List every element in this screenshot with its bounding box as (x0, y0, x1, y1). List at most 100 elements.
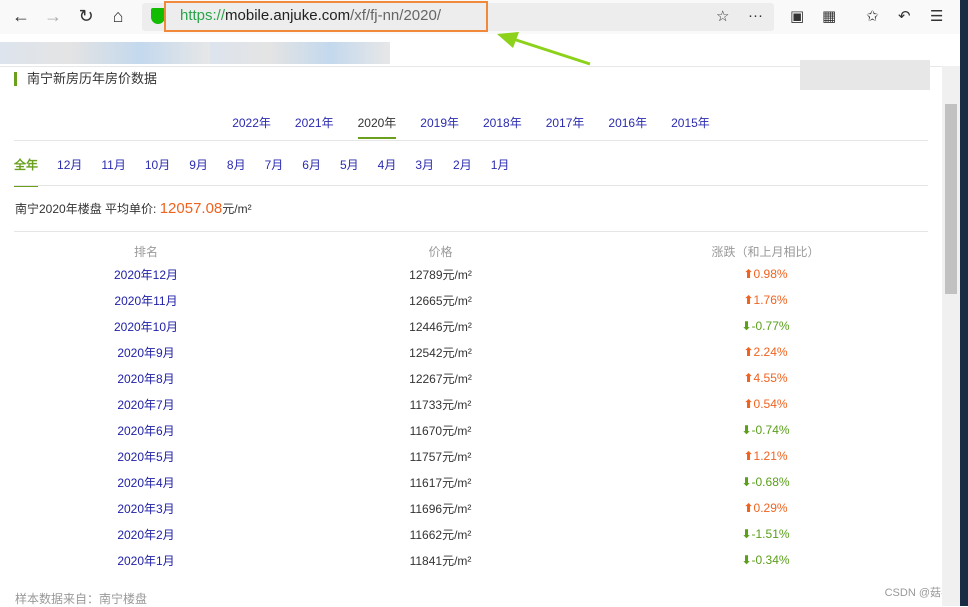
tab-month[interactable]: 1月 (490, 158, 510, 172)
table-row: 2020年7月 11733元/m² ⬆0.54% (14, 391, 928, 417)
month-link[interactable]: 2020年11月 (114, 293, 178, 308)
month-link[interactable]: 2020年1月 (117, 553, 175, 568)
reload-icon[interactable]: ↻ (78, 6, 94, 26)
annotation-arrow-icon (497, 32, 591, 66)
tab-month-active[interactable]: 全年 (14, 156, 39, 187)
change-value: -0.34% (751, 553, 790, 567)
tab-year[interactable]: 2022年 (232, 116, 271, 130)
avg-value: 12057.08 (159, 200, 223, 217)
back-icon[interactable]: ← (12, 6, 30, 26)
tab-year-active[interactable]: 2020年 (357, 114, 397, 139)
tab-month[interactable]: 7月 (264, 158, 284, 172)
tab-year[interactable]: 2015年 (671, 116, 710, 130)
change-value: 0.54% (753, 397, 788, 411)
tab-month[interactable]: 4月 (377, 158, 397, 172)
arrow-up-icon: ⬆ (743, 267, 754, 281)
price-cell: 11662元/m² (409, 527, 472, 542)
url-bar[interactable] (142, 3, 774, 31)
change-cell: ⬇-0.74% (603, 417, 928, 443)
url-text[interactable]: https://mobile.anjuke.com/xf/fj-nn/2020/ (180, 7, 441, 24)
bookmark-star-icon[interactable]: ☆ (716, 8, 730, 25)
month-link[interactable]: 2020年5月 (117, 449, 175, 464)
month-link[interactable]: 2020年6月 (117, 423, 175, 438)
tab-year[interactable]: 2016年 (608, 116, 648, 130)
change-value: 0.29% (753, 501, 788, 515)
change-value: -0.77% (751, 319, 790, 333)
price-cell: 12665元/m² (409, 293, 472, 308)
tab-month[interactable]: 8月 (226, 158, 246, 172)
divider (14, 140, 928, 141)
table-row: 2020年8月 12267元/m² ⬆4.55% (14, 365, 928, 391)
tab-year[interactable]: 2017年 (545, 116, 585, 130)
watermark: CSDN @菇毒 (884, 587, 952, 599)
tab-month[interactable]: 12月 (57, 158, 83, 172)
divider (14, 185, 928, 186)
month-link[interactable]: 2020年3月 (117, 501, 175, 516)
table-row: 2020年3月 11696元/m² ⬆0.29% (14, 495, 928, 521)
col-header: 价格 (428, 244, 453, 259)
tab-month[interactable]: 6月 (302, 158, 321, 172)
average-price: 南宁2020年楼盘 平均单价: 12057.08元/m² (15, 200, 252, 217)
undo-icon[interactable]: ↶ (898, 8, 911, 25)
tab-month[interactable]: 3月 (415, 158, 435, 172)
change-cell: ⬇-0.68% (603, 469, 928, 495)
change-cell: ⬇-0.34% (603, 547, 928, 573)
scrollbar-thumb[interactable] (945, 104, 957, 294)
price-cell: 11617元/m² (409, 475, 472, 490)
month-link[interactable]: 2020年9月 (117, 345, 175, 360)
month-link[interactable]: 2020年8月 (117, 371, 175, 386)
year-tabs: 2022年 2021年 2020年 2019年 2018年 2017年 2016年 2015年 (0, 114, 942, 139)
change-cell: ⬇-0.77% (603, 313, 928, 339)
tab-month[interactable]: 11月 (101, 158, 126, 172)
change-value: 2.24% (753, 345, 788, 359)
tab-month[interactable]: 10月 (144, 158, 171, 172)
menu-icon[interactable]: ☰ (930, 8, 944, 25)
month-link[interactable]: 2020年4月 (117, 475, 175, 490)
table-row: 2020年2月 11662元/m² ⬇-1.51% (14, 521, 928, 547)
divider (14, 231, 928, 232)
avg-label: 南宁2020年楼盘 平均单价: (15, 202, 160, 216)
browser-toolbar: ← → ↻ ⌂ https://mobile.anjuke.com/xf/fj-… (0, 0, 968, 34)
month-tabs: 全年 12月 11月 10月 9月 8月 7月 6月 5月 4月 3月 2月 1月 (14, 156, 528, 187)
table-row: 2020年11月 12665元/m² ⬆1.76% (14, 287, 928, 313)
month-link[interactable]: 2020年7月 (117, 397, 175, 412)
shield-icon (151, 8, 165, 24)
change-value: 1.76% (753, 293, 788, 307)
blurred-bar (210, 42, 390, 64)
price-cell: 11670元/m² (409, 423, 472, 438)
change-value: 0.98% (753, 267, 788, 281)
home-icon[interactable]: ⌂ (112, 6, 124, 26)
month-link[interactable]: 2020年2月 (117, 527, 175, 542)
price-cell: 11841元/m² (409, 553, 472, 568)
price-cell: 12542元/m² (409, 345, 472, 360)
price-cell: 11757元/m² (409, 449, 472, 464)
tab-month[interactable]: 9月 (189, 158, 208, 172)
apps-grid-icon[interactable]: ▦ (822, 8, 837, 25)
change-cell: ⬆2.24% (603, 339, 928, 365)
table-row: 2020年9月 12542元/m² ⬆2.24% (14, 339, 928, 365)
blurred-bar (0, 42, 210, 64)
favorites-icon[interactable]: ✩ (866, 8, 879, 25)
url-scheme: https:// (180, 7, 226, 24)
reader-icon[interactable]: ▣ (790, 8, 805, 25)
arrow-up-icon: ⬆ (743, 397, 754, 411)
change-cell: ⬆0.29% (603, 495, 928, 521)
tab-year[interactable]: 2021年 (294, 116, 334, 130)
month-link[interactable]: 2020年12月 (113, 267, 179, 282)
table-row: 2020年1月 11841元/m² ⬇-0.34% (14, 547, 928, 573)
arrow-down-icon: ⬇ (741, 527, 752, 541)
tab-month[interactable]: 5月 (339, 158, 359, 172)
change-cell: ⬆0.98% (603, 261, 928, 287)
change-cell: ⬆1.76% (603, 287, 928, 313)
more-icon[interactable]: ··· (748, 7, 763, 24)
url-path: /xf/fj-nn/2020/ (350, 7, 441, 24)
tab-year[interactable]: 2018年 (483, 116, 522, 130)
arrow-down-icon: ⬇ (741, 475, 752, 489)
change-cell: ⬆4.55% (603, 365, 928, 391)
tab-year[interactable]: 2019年 (420, 116, 459, 130)
month-link[interactable]: 2020年10月 (113, 319, 179, 334)
tab-month[interactable]: 2月 (453, 158, 472, 172)
url-host: mobile.anjuke.com (225, 7, 351, 24)
change-cell: ⬆1.21% (603, 443, 928, 469)
forward-icon[interactable]: → (44, 6, 62, 26)
